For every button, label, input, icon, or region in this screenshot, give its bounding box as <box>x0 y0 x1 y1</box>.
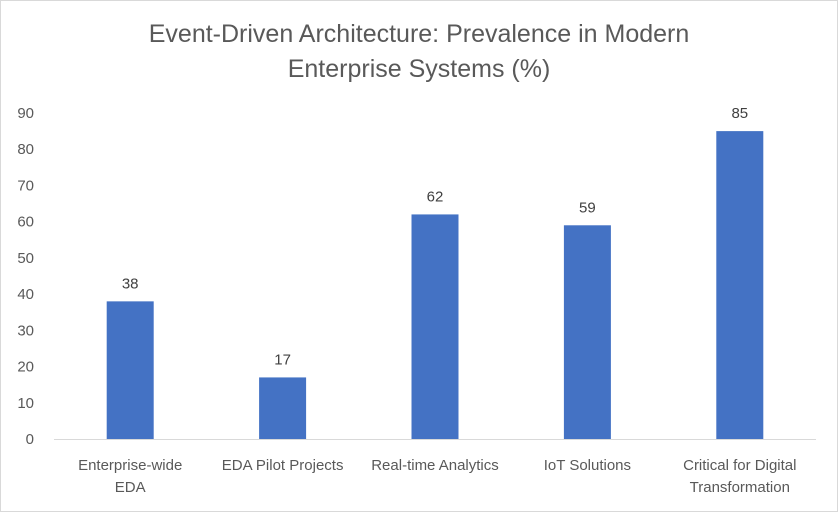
data-label: 62 <box>427 188 444 205</box>
bar <box>563 225 611 439</box>
y-tick-label: 50 <box>17 250 34 267</box>
bar <box>106 301 154 439</box>
bar <box>411 214 459 439</box>
x-tick-label: EDA <box>115 479 146 496</box>
bar <box>259 377 307 439</box>
y-tick-label: 30 <box>17 322 34 339</box>
x-axis: Enterprise-wide EDA EDA Pilot Projects Real… <box>54 439 816 496</box>
y-tick-label: 40 <box>17 286 34 303</box>
bars-group: 38 17 62 59 85 <box>106 105 764 439</box>
y-tick-label: 20 <box>17 359 34 376</box>
chart-title: Event-Driven Architecture: Prevalence in… <box>1 17 837 87</box>
y-tick-label: 0 <box>26 431 34 448</box>
x-tick-label: Critical for Digital <box>683 457 796 474</box>
x-tick-label: EDA Pilot Projects <box>222 457 344 474</box>
x-tick-label: Transformation <box>690 479 790 496</box>
y-tick-label: 80 <box>17 141 34 158</box>
y-tick-label: 60 <box>17 214 34 231</box>
y-axis: 0 10 20 30 40 50 60 70 80 90 <box>17 105 34 448</box>
x-tick-label: Real-time Analytics <box>371 457 499 474</box>
x-tick-label: Enterprise-wide <box>78 457 182 474</box>
y-tick-label: 90 <box>17 105 34 122</box>
chart-title-line-2: Enterprise Systems (%) <box>287 55 551 83</box>
data-label: 17 <box>274 351 291 368</box>
y-tick-label: 70 <box>17 177 34 194</box>
data-label: 85 <box>731 105 748 122</box>
bar <box>716 131 764 439</box>
y-tick-label: 10 <box>17 395 34 412</box>
x-tick-label: IoT Solutions <box>544 457 631 474</box>
data-label: 38 <box>122 275 139 292</box>
data-label: 59 <box>579 199 596 216</box>
chart-title-line-1: Event-Driven Architecture: Prevalence in… <box>148 20 690 48</box>
